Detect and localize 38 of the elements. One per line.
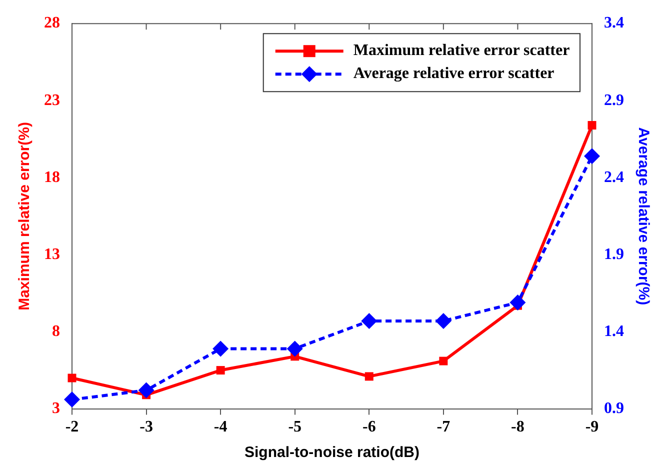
- point: [439, 356, 448, 366]
- x-tick-label: -2: [65, 418, 79, 436]
- point: [286, 340, 303, 357]
- legend-label: Average relative error scatter: [353, 65, 554, 82]
- point: [364, 372, 374, 381]
- x-axis-title: Signal-to-noise ratio(dB): [244, 444, 420, 462]
- y-tick-label: 13: [44, 246, 60, 263]
- y2-axis-title: Average relative error(%): [634, 127, 652, 306]
- point: [584, 148, 600, 164]
- y-tick-label: 23: [44, 92, 60, 109]
- x-tick-label: -3: [140, 418, 153, 436]
- x-tick-label: -6: [362, 418, 376, 436]
- x-tick-label: -4: [214, 418, 228, 436]
- y-axis-title: Maximum relative error(%): [16, 122, 34, 310]
- y2-tick-label: 1.9: [604, 246, 624, 263]
- point: [588, 121, 596, 130]
- point: [68, 374, 76, 382]
- point: [361, 312, 378, 329]
- point: [138, 382, 154, 398]
- y-tick-label: 8: [52, 322, 60, 340]
- legend-label: Maximum relative error scatter: [353, 42, 570, 60]
- y2-tick-label: 1.4: [604, 322, 624, 340]
- point: [64, 392, 80, 408]
- point: [212, 340, 229, 357]
- y2-tick-label: 0.9: [604, 400, 624, 417]
- x-tick-label: -9: [585, 418, 599, 436]
- y2-tick-label: 2.9: [604, 92, 624, 109]
- point: [435, 312, 452, 329]
- x-tick-label: -8: [511, 418, 524, 436]
- y2-tick-label: 3.4: [604, 14, 624, 32]
- y2-tick-label: 2.4: [604, 168, 624, 186]
- y-tick-label: 18: [44, 168, 60, 186]
- y-tick-label: 28: [44, 14, 60, 32]
- x-tick-label: -7: [436, 418, 450, 436]
- x-tick-label: -5: [288, 418, 302, 436]
- point: [216, 366, 225, 375]
- y-tick-label: 3: [52, 400, 60, 417]
- point: [510, 294, 526, 310]
